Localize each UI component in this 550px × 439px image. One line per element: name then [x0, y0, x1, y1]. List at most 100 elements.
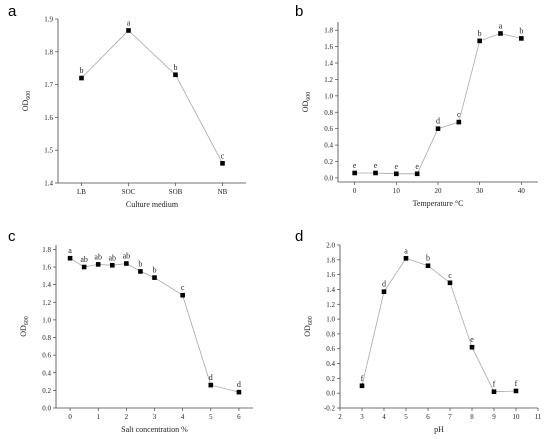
y-tick-label: -0.2: [324, 405, 336, 413]
significance-label: a: [404, 246, 408, 255]
y-tick-label: 0.0: [42, 405, 51, 413]
significance-label: c: [448, 271, 452, 280]
data-point: [138, 269, 143, 274]
y-tick-label: 1.0: [326, 316, 335, 324]
significance-label: e: [395, 162, 399, 171]
significance-label: ab: [109, 253, 117, 262]
significance-label: b: [478, 29, 482, 38]
data-point: [95, 262, 101, 267]
x-tick-label: 6: [237, 413, 241, 421]
y-tick-label: 2.0: [326, 242, 335, 250]
y-tick-label: 0.4: [326, 360, 335, 368]
chart-panel-c: c 0.0 0.2 0.4 0.6 0.8 1.0 1.2 1.4 1.6 1.8 0 1 2 3 4 5 6 Sa…: [8, 228, 253, 434]
significance-label: d: [382, 280, 386, 289]
y-tick-label: 0.2: [326, 375, 335, 383]
y-tick-label: 0.2: [42, 387, 51, 395]
data-point: [109, 262, 115, 268]
x-tick-label: 3: [360, 413, 364, 421]
significance-label: d: [209, 373, 213, 382]
y-tick-label: 1.8: [44, 48, 53, 56]
y-axis-title: OD600: [303, 316, 314, 337]
y-tick-label: 1.9: [44, 16, 53, 24]
significance-label: b: [519, 26, 523, 35]
significance-label: e: [374, 161, 378, 170]
y-tick-label: 1.4: [42, 281, 51, 289]
y-tick-label: 1.0: [42, 316, 51, 324]
data-point: [173, 72, 178, 78]
x-axis-title: pH: [434, 425, 444, 434]
y-tick-label: 1.4: [324, 60, 333, 68]
significance-label: e: [470, 335, 474, 344]
data-point: [67, 255, 73, 261]
chart-panel-a: a 1.4 1.5 1.6 1.7 1.8 1.9 LB SOC SOB NB Culture med…: [8, 3, 246, 209]
panel-letter: b: [295, 3, 303, 20]
data-point: [447, 280, 453, 286]
data-point: [491, 389, 497, 394]
x-tick-label: 2: [125, 413, 129, 421]
x-tick-label: NB: [218, 188, 228, 196]
significance-label: f: [493, 380, 496, 389]
y-tick-label: 1.7: [44, 81, 53, 89]
significance-label: a: [499, 21, 503, 30]
x-tick-label: 9: [492, 413, 496, 421]
x-tick-label: 10: [513, 413, 521, 421]
x-tick-label: 2: [338, 413, 342, 421]
y-tick-label: 1.5: [44, 147, 53, 155]
y-axis-title: OD600: [301, 92, 312, 113]
x-axis-title: Salt concentration %: [121, 425, 188, 434]
y-tick-label: 0.8: [326, 330, 335, 338]
data-point: [498, 31, 503, 36]
y-tick-label: 0.8: [324, 109, 333, 117]
data-point: [435, 126, 441, 131]
y-tick-label: 0.8: [42, 334, 51, 342]
significance-label: f: [361, 374, 364, 383]
data-point: [352, 170, 357, 176]
series-line: [354, 33, 522, 175]
x-tick-label: 4: [181, 413, 185, 421]
y-tick-label: 0.6: [326, 345, 335, 353]
x-tick-label: 1: [96, 413, 100, 421]
series-line: [69, 257, 239, 393]
data-point: [394, 171, 399, 177]
x-tick-label: 5: [404, 413, 408, 421]
y-tick-label: 0.6: [324, 125, 333, 133]
data-point: [81, 264, 87, 270]
data-point: [152, 275, 157, 280]
x-tick-label: 30: [476, 187, 484, 195]
panel-letter: d: [295, 228, 303, 245]
significance-label: c: [221, 151, 225, 160]
data-point: [236, 389, 242, 395]
y-tick-label: 1.2: [324, 76, 333, 84]
x-tick-label: 0: [68, 413, 72, 421]
x-tick-label: 6: [426, 413, 430, 421]
y-axis-title: OD600: [19, 316, 30, 337]
y-tick-label: 0.0: [324, 174, 333, 182]
x-tick-label: 10: [393, 187, 401, 195]
data-point: [124, 261, 129, 266]
significance-label: c: [457, 110, 461, 119]
x-tick-label: SOC: [122, 188, 136, 196]
y-tick-label: 1.6: [42, 264, 51, 272]
significance-label: b: [153, 266, 157, 275]
data-point: [477, 38, 482, 44]
x-tick-label: 20: [435, 187, 443, 195]
data-point: [208, 382, 214, 388]
significance-label: ab: [94, 252, 102, 261]
significance-label: ab: [123, 252, 131, 261]
significance-label: a: [68, 246, 72, 255]
data-point: [79, 75, 84, 81]
x-tick-label: LB: [77, 188, 86, 196]
x-tick-label: 3: [153, 413, 157, 421]
y-tick-label: 1.6: [44, 114, 53, 122]
data-point: [403, 256, 409, 261]
significance-label: c: [181, 283, 185, 292]
data-point: [180, 292, 185, 298]
series-line: [81, 29, 223, 164]
significance-label: e: [415, 162, 419, 171]
chart-panel-b: b 0.0 0.2 0.4 0.6 0.8 1.0 1.2 1.4 1.6 1.8 0 10 20 30 40…: [295, 3, 538, 208]
y-tick-label: 1.8: [326, 256, 335, 264]
significance-label: d: [436, 117, 440, 126]
data-point: [126, 28, 131, 33]
data-point: [373, 170, 378, 176]
